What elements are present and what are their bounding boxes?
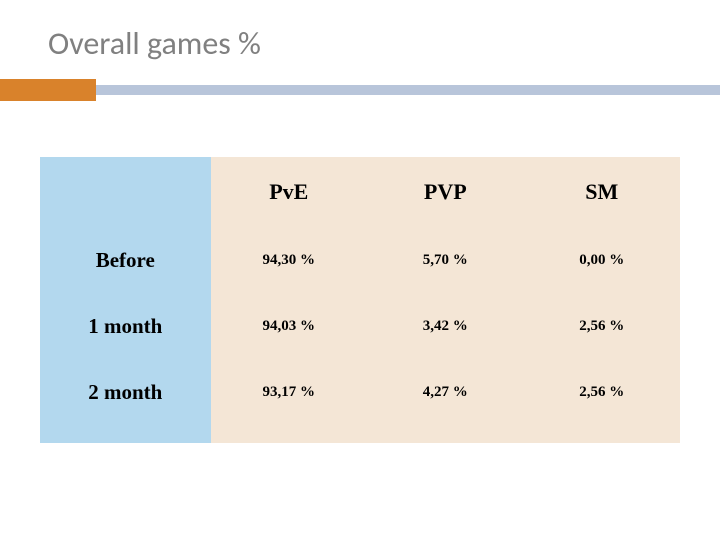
table-cell: 5,70 %	[367, 227, 523, 293]
spacer-cell	[211, 425, 367, 443]
table-header-row: PvE PVP SM	[40, 157, 680, 227]
table-cell: 3,42 %	[367, 293, 523, 359]
table-row: 1 month 94,03 % 3,42 % 2,56 %	[40, 293, 680, 359]
spacer-left	[40, 425, 211, 443]
table-bottom-spacer	[40, 425, 680, 443]
data-table: PvE PVP SM Before 94,30 % 5,70 % 0,00 % …	[40, 157, 680, 443]
table-corner-cell	[40, 157, 211, 227]
column-header: PvE	[211, 157, 367, 227]
row-label: 2 month	[40, 359, 211, 425]
title-area: Overall games %	[0, 0, 720, 63]
column-header: PVP	[367, 157, 523, 227]
table-cell: 93,17 %	[211, 359, 367, 425]
table-cell: 2,56 %	[524, 359, 681, 425]
table-cell: 94,03 %	[211, 293, 367, 359]
divider-orange	[0, 79, 96, 101]
table-row: 2 month 93,17 % 4,27 % 2,56 %	[40, 359, 680, 425]
row-label: Before	[40, 227, 211, 293]
table-cell: 94,30 %	[211, 227, 367, 293]
divider-bar	[0, 79, 720, 101]
divider-blue	[96, 85, 720, 95]
table-cell: 2,56 %	[524, 293, 681, 359]
spacer-cell	[524, 425, 681, 443]
table-cell: 0,00 %	[524, 227, 681, 293]
spacer-cell	[367, 425, 523, 443]
column-header: SM	[524, 157, 681, 227]
table-container: PvE PVP SM Before 94,30 % 5,70 % 0,00 % …	[40, 157, 680, 443]
table-row: Before 94,30 % 5,70 % 0,00 %	[40, 227, 680, 293]
slide-title: Overall games %	[48, 24, 720, 63]
row-label: 1 month	[40, 293, 211, 359]
table-cell: 4,27 %	[367, 359, 523, 425]
